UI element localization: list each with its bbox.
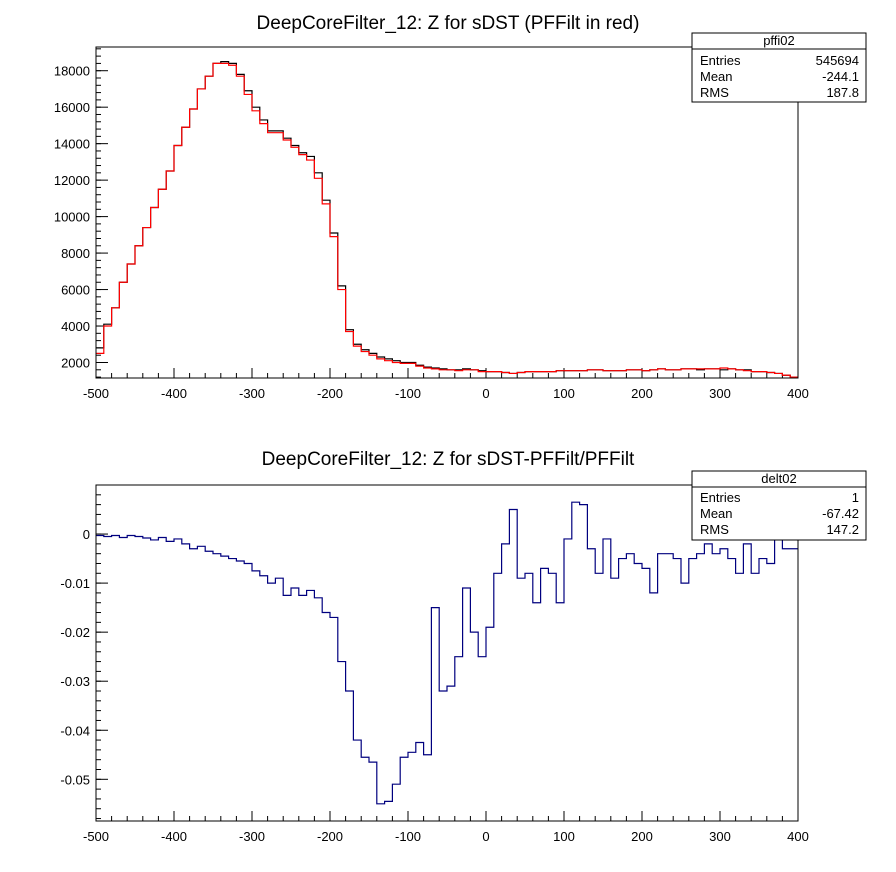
top-x-tick-label: 200 xyxy=(631,386,653,401)
bottom-y-tick-label: -0.03 xyxy=(60,674,90,689)
top-y-tick-label: 18000 xyxy=(54,64,90,79)
bottom-histogram-panel: DeepCoreFilter_12: Z for sDST-PFFilt/PFF… xyxy=(60,449,867,844)
top-series-0-line xyxy=(96,60,798,378)
top-stats-entries-label: Entries xyxy=(700,53,741,68)
top-series-1-line xyxy=(96,62,798,378)
top-plot-frame xyxy=(95,46,799,379)
bottom-series-0-line xyxy=(96,501,798,805)
bottom-x-tick-label: -200 xyxy=(317,829,343,844)
bottom-chart-title: DeepCoreFilter_12: Z for sDST-PFFilt/PFF… xyxy=(262,449,635,470)
bottom-stats-rms-value: 147.2 xyxy=(826,522,859,537)
top-stats-name: pffi02 xyxy=(763,33,795,48)
top-stats-box: pffi02 Entries 545694 Mean -244.1 RMS 18… xyxy=(691,32,867,103)
top-x-tick-label: 300 xyxy=(709,386,731,401)
top-y-tick-label: 4000 xyxy=(61,319,90,334)
top-stats-rms-value: 187.8 xyxy=(826,85,859,100)
bottom-stats-frame xyxy=(691,470,867,541)
top-stats-frame xyxy=(691,32,867,103)
bottom-x-tick-label: 0 xyxy=(482,829,489,844)
top-x-tick-label: 0 xyxy=(482,386,489,401)
top-series-group xyxy=(96,60,798,378)
top-stats-mean-label: Mean xyxy=(700,69,733,84)
bottom-y-tick-label: -0.01 xyxy=(60,576,90,591)
bottom-stats-box: delt02 Entries 1 Mean -67.42 RMS 147.2 xyxy=(691,470,867,541)
top-y-tick-label: 2000 xyxy=(61,355,90,370)
top-y-tick-label: 12000 xyxy=(54,173,90,188)
top-x-tick-label: -100 xyxy=(395,386,421,401)
top-stats-mean-value: -244.1 xyxy=(822,69,859,84)
bottom-y-tick-label: 0 xyxy=(83,527,90,542)
bottom-x-tick-label: -500 xyxy=(83,829,109,844)
top-axis-ticks: -500 -400 -300 -200 -100 0 100 200 300 400 2000 400… xyxy=(54,48,809,401)
top-stats-rms-label: RMS xyxy=(700,85,729,100)
top-x-tick-label: -400 xyxy=(161,386,187,401)
bottom-stats-entries-label: Entries xyxy=(700,490,741,505)
bottom-x-tick-label: 200 xyxy=(631,829,653,844)
bottom-y-tick-label: -0.02 xyxy=(60,625,90,640)
top-x-tick-label: -300 xyxy=(239,386,265,401)
bottom-stats-mean-value: -67.42 xyxy=(822,506,859,521)
top-stats-entries-value: 545694 xyxy=(816,53,859,68)
bottom-x-tick-label: -400 xyxy=(161,829,187,844)
bottom-x-tick-label: 400 xyxy=(787,829,809,844)
bottom-y-tick-label: -0.05 xyxy=(60,772,90,787)
top-x-tick-label: 400 xyxy=(787,386,809,401)
top-x-tick-label: -500 xyxy=(83,386,109,401)
bottom-stats-name: delt02 xyxy=(761,471,796,486)
top-y-tick-label: 16000 xyxy=(54,100,90,115)
bottom-x-tick-label: 100 xyxy=(553,829,575,844)
bottom-stats-rms-label: RMS xyxy=(700,522,729,537)
top-x-tick-label: 100 xyxy=(553,386,575,401)
bottom-stats-mean-label: Mean xyxy=(700,506,733,521)
bottom-y-tick-label: -0.04 xyxy=(60,723,90,738)
bottom-series-group xyxy=(96,501,798,805)
top-histogram-panel: DeepCoreFilter_12: Z for sDST (PFFilt in… xyxy=(54,13,867,401)
bottom-stats-entries-value: 1 xyxy=(852,490,859,505)
top-x-tick-label: -200 xyxy=(317,386,343,401)
top-y-tick-label: 6000 xyxy=(61,283,90,298)
top-y-tick-label: 8000 xyxy=(61,246,90,261)
top-y-tick-label: 10000 xyxy=(54,210,90,225)
bottom-x-tick-label: -100 xyxy=(395,829,421,844)
bottom-x-tick-label: -300 xyxy=(239,829,265,844)
top-chart-title: DeepCoreFilter_12: Z for sDST (PFFilt in… xyxy=(257,13,640,34)
bottom-plot-frame xyxy=(95,484,799,822)
top-y-tick-label: 14000 xyxy=(54,137,90,152)
bottom-x-tick-label: 300 xyxy=(709,829,731,844)
